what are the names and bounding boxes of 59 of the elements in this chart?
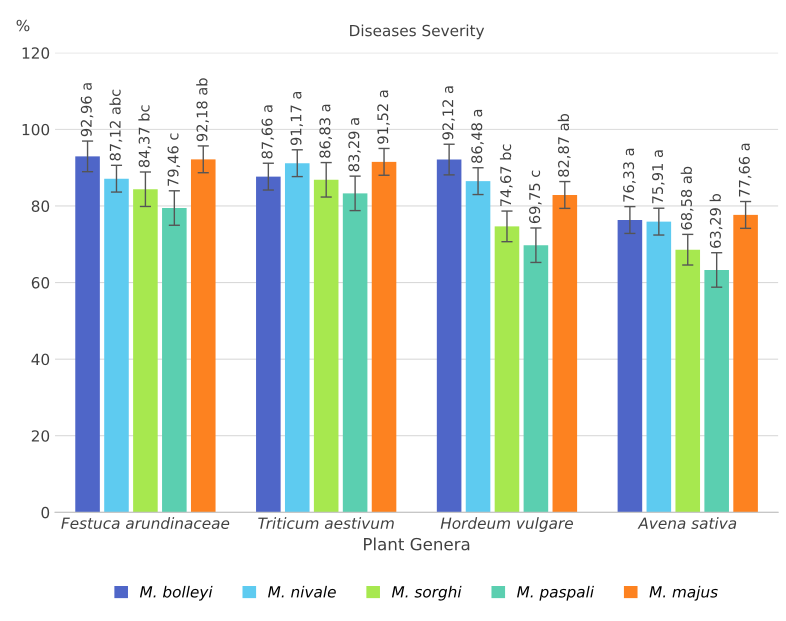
bar xyxy=(733,214,758,512)
bar xyxy=(162,208,187,512)
y-tick-label: 120 xyxy=(22,47,50,59)
data-label: 74,67 bc xyxy=(500,144,513,206)
y-tick-label: 20 xyxy=(32,430,50,442)
bar xyxy=(466,181,490,512)
y-tick-label: 40 xyxy=(31,354,50,366)
bar xyxy=(618,220,642,512)
legend-label: M. sorghi xyxy=(392,586,462,601)
y-tick-label: 60 xyxy=(32,277,50,289)
data-label: 86,48 a xyxy=(471,110,484,163)
y-axis-title: % xyxy=(16,20,30,32)
bar xyxy=(284,163,310,512)
y-tick-label: 100 xyxy=(22,124,50,136)
data-label: 84,37 bc xyxy=(138,105,152,168)
x-axis-title: Plant Genera xyxy=(364,538,470,550)
x-tick-label: Festuca arundinaceae xyxy=(61,517,230,530)
data-label: 91,52 a xyxy=(377,90,390,144)
x-tick-label: Avena sativa xyxy=(638,517,736,530)
x-tick-label: Triticum aestivum xyxy=(258,517,394,530)
bar xyxy=(104,178,129,512)
data-label: 68,58 ab xyxy=(680,166,694,230)
data-label: 83,29 a xyxy=(348,118,361,172)
bar xyxy=(190,159,216,512)
y-tick-label: 0 xyxy=(41,506,50,518)
data-label: 82,87 ab xyxy=(558,114,571,177)
data-label: 75,91 a xyxy=(652,150,665,204)
bar xyxy=(314,180,338,512)
data-label: 63,29 b xyxy=(710,194,722,248)
legend-label: M. majus xyxy=(649,586,718,601)
data-label: 91,17 a xyxy=(290,92,303,146)
data-label: 77,66 a xyxy=(738,144,752,196)
y-tick-label: 80 xyxy=(32,200,50,212)
data-label: 79,46 c xyxy=(168,133,180,186)
data-label: 69,75 c xyxy=(529,170,542,224)
chart-title: Diseases Severity xyxy=(350,24,484,40)
data-label: 87,66 a xyxy=(262,105,274,158)
bar xyxy=(372,162,396,512)
data-label: 76,33 a xyxy=(623,148,636,202)
bar xyxy=(704,270,729,512)
bar xyxy=(342,193,368,512)
bar xyxy=(646,222,672,512)
data-label: 87,12 abc xyxy=(109,90,122,160)
bar xyxy=(436,160,462,512)
data-label: 92,18 ab xyxy=(196,78,209,142)
legend-label: M. bolleyi xyxy=(140,586,213,601)
bar xyxy=(524,245,548,512)
legend-label: M. paspali xyxy=(517,586,594,601)
bar xyxy=(494,226,520,512)
legend-label: M. nivale xyxy=(268,586,336,598)
bar xyxy=(133,189,158,512)
data-label: 86,83 a xyxy=(319,104,332,158)
bar xyxy=(256,176,281,512)
bar xyxy=(75,156,100,512)
bar xyxy=(552,194,578,512)
data-label: 92,12 a xyxy=(442,86,455,140)
bar xyxy=(675,250,700,512)
x-tick-label: Hordeum vulgare xyxy=(440,517,573,532)
data-label: 92,96 a xyxy=(80,83,94,136)
